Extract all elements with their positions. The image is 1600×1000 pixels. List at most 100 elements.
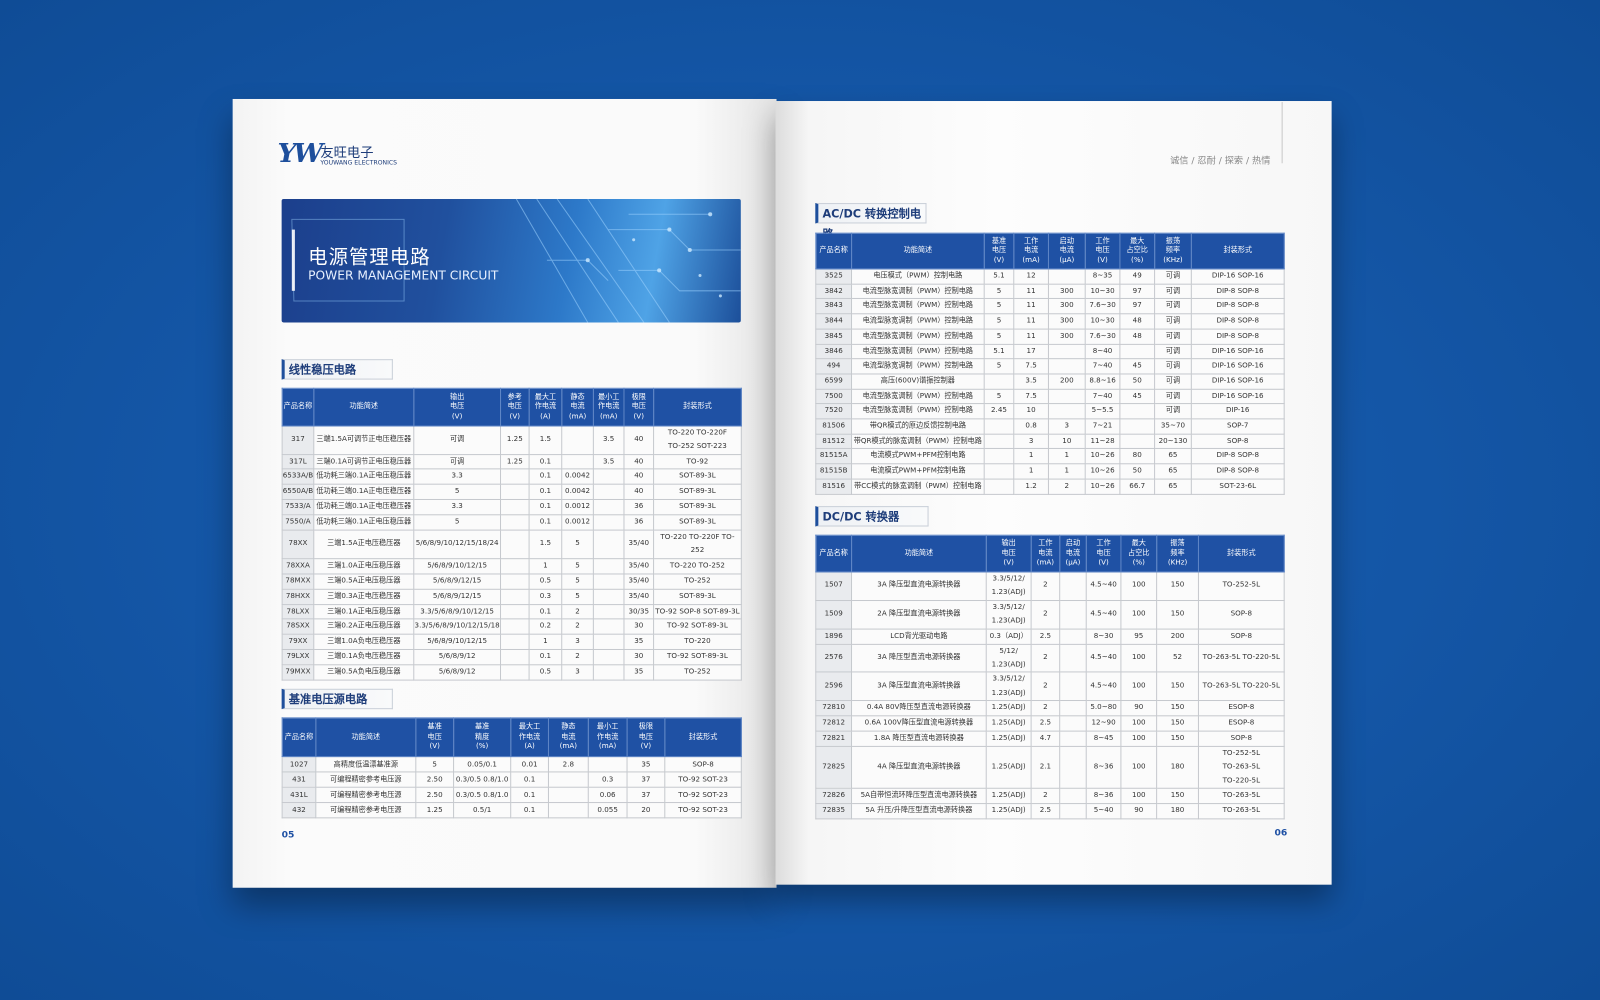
table-cell: 5.0~80 <box>1085 700 1122 717</box>
table-cell: 72810 <box>815 700 853 717</box>
table-cell: 7~40 <box>1084 358 1121 375</box>
table-cell: 3.3/5/6/8/9/10/12/15/18 <box>413 618 502 635</box>
table-cell: 可调 <box>1154 373 1192 390</box>
table-cell: 100 <box>1120 599 1158 630</box>
table-cell: 5/12/ 1.23(ADJ) <box>985 643 1032 673</box>
table-head: 产品名称 功能简述 基准 电压 (V) 工作 电流 (mA) 启动 电流 (μA) 工作 … <box>815 232 1285 270</box>
table-cell <box>1059 671 1087 702</box>
table-cell: 3842 <box>815 283 853 300</box>
table-cell <box>499 573 530 590</box>
table-cell: 可调 <box>1154 268 1192 285</box>
table-row: 78SXX 三端0.2A正电压稳压器 3.3/5/6/8/9/10/12/15/18… <box>281 618 742 635</box>
header-cell: 基准 电压 (V) <box>415 717 455 758</box>
table-cell: 3.5 <box>592 425 625 455</box>
table-cell: SOT-89-3L <box>653 514 742 531</box>
table-cell <box>592 514 625 531</box>
table-cell: 7550/A <box>281 514 315 531</box>
header-cell: 静态 电流 (mA) <box>547 717 589 758</box>
table-cell: SOT-89-3L <box>653 498 742 516</box>
table-cell: 5/6/8/9/10/12/15/18/24 <box>413 529 502 560</box>
banner-subtitle: POWER MANAGEMENT CIRCUIT <box>308 268 499 283</box>
table-cell: 79MXX <box>281 664 315 681</box>
table-row: 2596 3A 降压型直流电源转换器 3.3/5/12/ 1.23(ADJ) 2 4.5… <box>815 671 1285 702</box>
table-cell: SOP-8 <box>1197 628 1285 645</box>
table-cell: 35/40 <box>623 529 655 560</box>
table-cell: 可编程精密参考电压源 <box>315 771 417 788</box>
table-cell: 2.45 <box>983 403 1015 420</box>
table-cell: 7.6~30 <box>1084 328 1121 345</box>
table-row: 72825 4A 降压型直流电源转换器 1.25(ADJ) 2.1 8~36 100 180… <box>815 745 1285 789</box>
table-cell: SOT-89-3L <box>653 483 742 500</box>
table-cell: DIP-8 SOP-8 <box>1190 328 1285 345</box>
table-cell: 0.3 <box>528 588 563 605</box>
table-cell: LCD背光驱动电路 <box>851 628 987 645</box>
table-cell: 97 <box>1119 298 1156 315</box>
header-cell: 功能简述 <box>851 232 985 270</box>
table-cell <box>592 468 625 485</box>
table-row: 3845 电流型脉宽调制（PWM）控制电路 5 11 300 7.6~30 48 可调 DIP-… <box>815 328 1285 345</box>
table-cell: 0.3（ADJ） <box>985 628 1032 645</box>
table-cell: 40 <box>623 468 655 485</box>
table-cell: SOP-8 <box>1190 433 1285 450</box>
table-cell: 150 <box>1156 599 1199 630</box>
table-cell <box>592 573 625 590</box>
table-cell <box>499 468 530 485</box>
table-cell: 1.25(ADJ) <box>985 700 1032 717</box>
header-cell: 启动 电流 (μA) <box>1059 534 1087 573</box>
table-cell: 电流型脉宽调制（PWM）控制电路 <box>851 358 985 375</box>
table-cell: 1.25(ADJ) <box>985 787 1032 805</box>
table-cell: 5A自带恒流环降压型直流电源转换器 <box>851 787 987 805</box>
table-row: 78LXX 三端0.1A正电压稳压器 3.3/5/6/8/9/10/12/15 0.1… <box>281 603 742 620</box>
table-cell: 3.5 <box>592 453 625 470</box>
table-cell <box>592 618 625 635</box>
table-cell <box>592 664 625 681</box>
table-cell: TO-263-5L <box>1197 803 1285 820</box>
header-cell: 最大工 作电流 (A) <box>528 387 563 427</box>
table-cell: 可调 <box>413 425 502 455</box>
table-cell: 35/40 <box>623 588 655 605</box>
table-cell: 5~40 <box>1085 803 1122 820</box>
table-cell: 1.25(ADJ) <box>985 803 1032 820</box>
table-cell <box>983 418 1015 435</box>
table-cell: 5 <box>561 588 594 605</box>
table-row: 72812 0.6A 100V降压型直流电源转换器 1.25(ADJ) 2.5 12~9… <box>815 715 1285 732</box>
table-cell: TO-252-5L TO-263-5L TO-220-5L <box>1197 745 1285 789</box>
table-cell: DIP-16 <box>1190 403 1285 420</box>
table-cell: 2 <box>1030 599 1061 630</box>
table-cell: 150 <box>1156 715 1199 732</box>
table-cell: 97 <box>1119 283 1156 300</box>
table-cell: 0.2 <box>528 618 563 635</box>
table-cell: 0.5 <box>528 573 563 590</box>
table-cell: 1507 <box>815 571 853 601</box>
header-cell: 极限 电压 (V) <box>626 717 666 758</box>
logo: YW <box>277 138 324 170</box>
table-cell: 200 <box>1047 373 1086 390</box>
table-row: 79LXX 三端0.1A负电压稳压器 5/6/8/9/12 0.1 2 30 TO-92 S… <box>281 648 742 666</box>
table-cell: 可调 <box>1154 388 1192 405</box>
table-cell: 0.1 <box>528 453 563 470</box>
table-cell: 1.25 <box>499 425 530 455</box>
table-cell: 三端1.0A负电压稳压器 <box>313 633 415 650</box>
table-cell: 0.5/1 <box>453 802 512 819</box>
table-cell <box>1119 418 1156 435</box>
table-cell: DIP-16 SOP-16 <box>1190 343 1285 360</box>
table-cell: 5 <box>983 313 1015 330</box>
table-cell <box>499 588 530 605</box>
table-cell: 5~5.5 <box>1084 403 1121 420</box>
header-cell: 最大 占空比 (%) <box>1119 232 1156 270</box>
table-cell: 3A 降压型直流电源转换器 <box>851 643 987 673</box>
table-cell: 11 <box>1013 313 1049 330</box>
section-title: DC/DC 转换器 <box>815 506 929 527</box>
table-cell: 0.1 <box>528 468 563 485</box>
table-cell: 30 <box>623 618 655 635</box>
table-cell: 带QR模式的原边反馈控制电路 <box>851 418 985 435</box>
table-row: 317L 三端0.1A可调节正电压稳压器 可调 1.25 0.1 3.5 40 TO-92 <box>281 453 742 470</box>
table-cell: 35 <box>623 664 655 681</box>
table-cell: 3A 降压型直流电源转换器 <box>851 671 987 702</box>
table-row: 78XX 三端1.5A正电压稳压器 5/6/8/9/10/12/15/18/24 1.… <box>281 529 742 560</box>
table-cell: 4.5~40 <box>1085 571 1122 601</box>
table-cell: 7.6~30 <box>1084 298 1121 315</box>
banner-title: 电源管理电路 <box>308 245 431 269</box>
table-cell: 0.3 <box>587 771 628 788</box>
table-row: 72821 1.8A 降压型直流电源转换器 1.25(ADJ) 4.7 8~45 100 1… <box>815 730 1285 747</box>
